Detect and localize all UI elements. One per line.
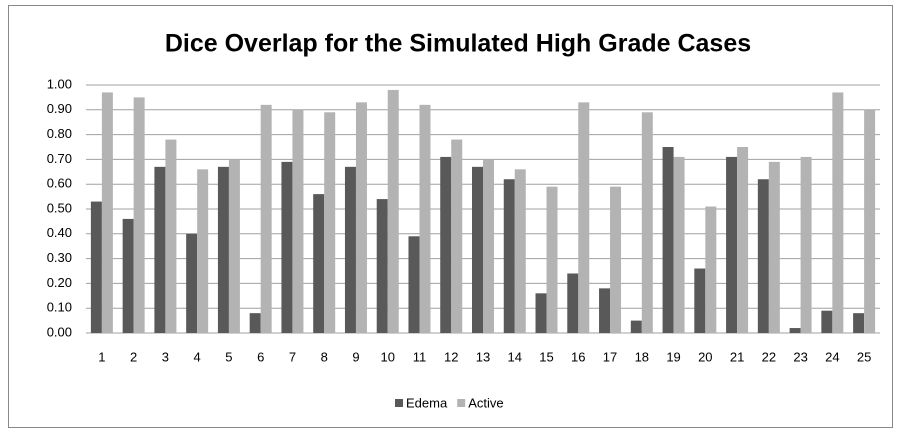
bar [662,147,674,333]
bar [292,109,304,333]
y-tick-label: 0.20 [47,275,72,290]
bar [355,102,367,333]
y-tick-label: 0.50 [47,200,72,215]
bar [737,147,749,333]
bar [726,156,738,333]
bar [610,186,622,333]
legend-label: Active [468,395,503,410]
x-tick-label: 2 [130,349,137,364]
bar [440,156,452,333]
bar [344,166,356,333]
bar [154,166,166,333]
bar [864,109,876,333]
x-tick-label: 7 [289,349,296,364]
bar [217,166,229,333]
x-tick-label: 11 [413,349,427,364]
bar [313,194,325,333]
bar [165,139,177,333]
x-tick-label: 3 [162,349,169,364]
x-tick-label: 20 [698,349,712,364]
bar [535,293,547,333]
x-tick-label: 1 [98,349,105,364]
x-tick-label: 13 [476,349,490,364]
x-tick-label: 25 [857,349,871,364]
bar [133,97,145,334]
x-tick-label: 23 [793,349,807,364]
bar [599,288,611,333]
x-tick-label: 14 [508,349,522,364]
bar [673,156,685,333]
y-tick-label: 0.30 [47,250,72,265]
bar [408,236,420,333]
bar [800,156,812,333]
bar [789,328,801,333]
x-tick-label: 16 [571,349,585,364]
bar [281,161,293,333]
bar [768,161,780,333]
bar [705,206,717,333]
x-tick-label: 19 [666,349,680,364]
y-tick-label: 0.10 [47,300,72,315]
y-tick-label: 1.00 [47,76,72,91]
bar [228,159,240,333]
bar [122,218,134,333]
bar [578,102,590,333]
bar [546,186,558,333]
bar [832,92,844,333]
bar [101,92,113,333]
x-tick-label: 15 [539,349,553,364]
bar [260,104,272,333]
x-tick-label: 18 [635,349,649,364]
bar [503,179,515,333]
bar [387,89,399,334]
bar [376,199,388,333]
y-tick-label: 0.70 [47,151,72,166]
y-tick-label: 0.90 [47,101,72,116]
x-tick-label: 17 [603,349,617,364]
x-tick-label: 21 [730,349,744,364]
bar [757,179,769,333]
legend-swatch [395,399,403,407]
bar [567,273,579,333]
x-tick-label: 24 [825,349,839,364]
legend-label: Edema [406,395,448,410]
x-tick-label: 8 [321,349,328,364]
bar [324,112,336,333]
bar [514,169,526,333]
x-tick-label: 9 [352,349,359,364]
bar [197,169,209,333]
y-tick-label: 0.80 [47,126,72,141]
x-tick-label: 5 [225,349,232,364]
x-tick-label: 6 [257,349,264,364]
legend-swatch [457,399,466,407]
x-tick-label: 10 [380,349,394,364]
y-tick-label: 0.40 [47,225,72,240]
x-tick-label: 4 [194,349,201,364]
bar [694,268,706,333]
chart-title: Dice Overlap for the Simulated High Grad… [165,30,751,58]
x-tick-label: 22 [762,349,776,364]
bar [472,166,483,333]
bar [451,139,463,333]
bar [821,310,833,333]
bar [853,313,865,333]
y-tick-label: 0.60 [47,176,72,191]
bar [630,320,642,333]
x-tick-label: 12 [444,349,458,364]
bar [483,159,494,333]
bar [249,313,261,333]
bar [419,104,431,333]
bar [90,201,102,333]
bar [186,233,198,333]
y-tick-label: 0.00 [47,324,72,339]
bar [641,112,653,333]
